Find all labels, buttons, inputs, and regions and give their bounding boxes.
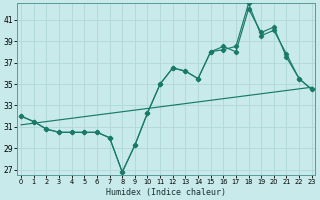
- X-axis label: Humidex (Indice chaleur): Humidex (Indice chaleur): [107, 188, 227, 197]
